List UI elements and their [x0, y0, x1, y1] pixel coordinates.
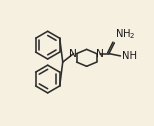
Text: N: N	[69, 49, 77, 59]
Text: N: N	[96, 49, 104, 59]
Text: NH: NH	[122, 51, 137, 61]
Text: NH$_2$: NH$_2$	[115, 27, 136, 41]
